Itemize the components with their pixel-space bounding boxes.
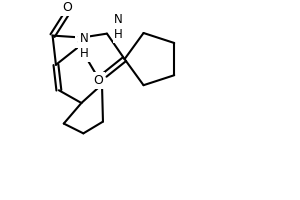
Text: O: O xyxy=(93,74,103,87)
Text: N
H: N H xyxy=(80,32,88,60)
Text: O: O xyxy=(62,1,72,14)
Text: N
H: N H xyxy=(114,13,123,41)
Text: S: S xyxy=(76,33,84,46)
